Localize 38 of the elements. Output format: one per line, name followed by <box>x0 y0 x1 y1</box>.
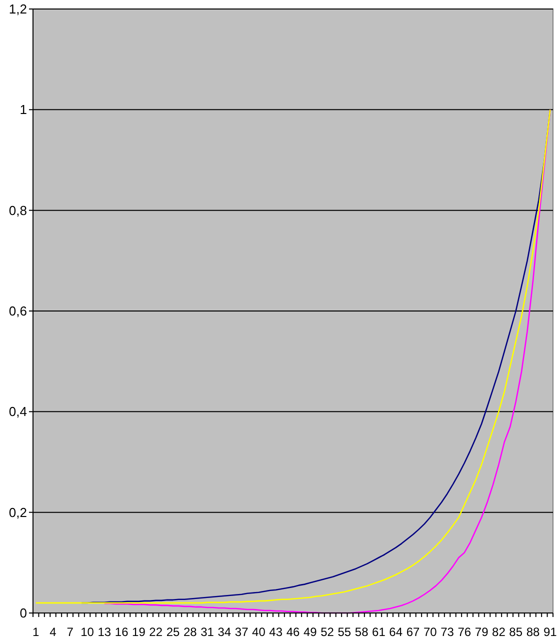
x-tick-label: 58 <box>354 625 369 639</box>
x-tick-label: 79 <box>474 625 489 639</box>
x-tick-label: 31 <box>200 625 214 639</box>
x-tick-label: 67 <box>406 625 420 639</box>
x-tick-label: 37 <box>234 625 249 639</box>
x-tick-label: 64 <box>389 625 403 639</box>
y-tick-label: 1 <box>20 102 27 118</box>
x-tick-label: 22 <box>149 625 163 639</box>
y-tick-label: 0,4 <box>8 404 27 420</box>
y-tick-label: 0,8 <box>8 202 27 218</box>
x-tick-label: 73 <box>440 625 454 639</box>
x-tick-label: 61 <box>372 625 386 639</box>
x-tick-label: 40 <box>252 625 266 639</box>
y-tick-label: 1,2 <box>8 2 27 17</box>
x-tick-label: 16 <box>114 625 129 639</box>
y-tick-label: 0,2 <box>8 504 27 520</box>
x-tick-label: 43 <box>269 625 283 639</box>
x-tick-label: 55 <box>338 625 352 639</box>
x-tick-label: 46 <box>286 625 300 639</box>
x-tick-label: 70 <box>423 625 438 639</box>
x-tick-label: 28 <box>183 625 198 639</box>
x-tick-label: 82 <box>492 625 506 639</box>
x-tick-label: 19 <box>132 625 146 639</box>
x-tick-label: 13 <box>98 625 112 639</box>
x-tick-label: 49 <box>303 625 318 639</box>
x-tick-label: 1 <box>32 625 40 639</box>
x-tick-label: 52 <box>320 625 334 639</box>
x-tick-label: 34 <box>218 625 232 639</box>
x-tick-label: 7 <box>66 625 74 639</box>
y-tick-label: 0,6 <box>8 304 27 319</box>
x-tick-label: 85 <box>509 625 523 639</box>
x-tick-label: 88 <box>526 625 540 639</box>
x-tick-label: 91 <box>543 625 558 639</box>
x-tick-label: 4 <box>50 625 57 639</box>
x-tick-label: 76 <box>458 625 472 639</box>
x-tick-label: 10 <box>80 625 94 639</box>
x-tick-label: 25 <box>166 625 180 639</box>
y-tick-label: 0 <box>20 606 27 621</box>
